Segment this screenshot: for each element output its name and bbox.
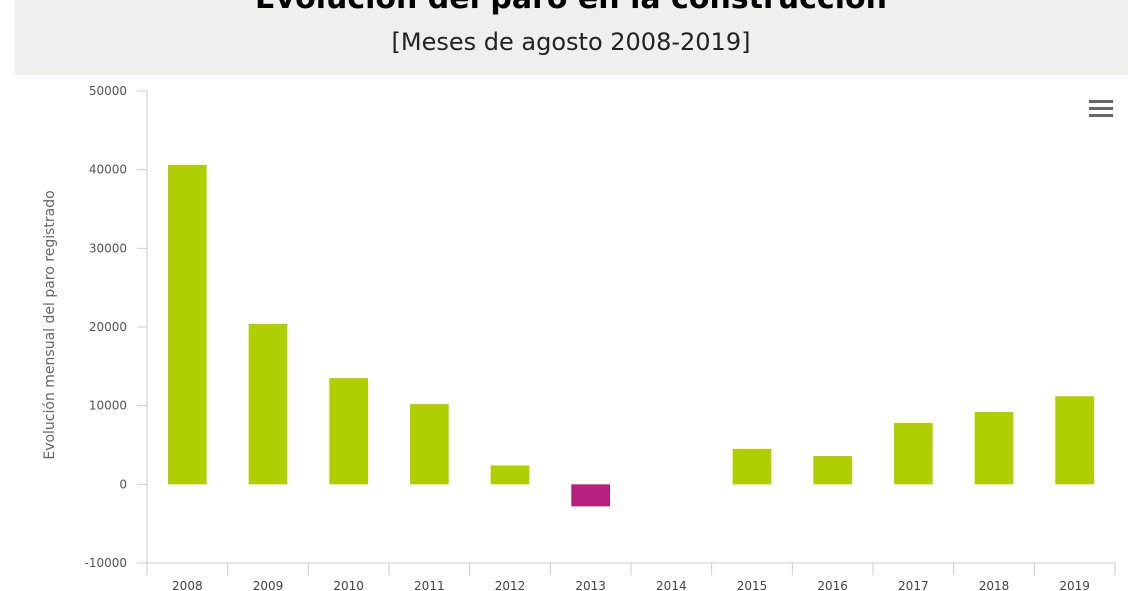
x-tick-label: 2009 <box>253 579 284 591</box>
bar <box>974 411 1014 485</box>
y-tick-label: 50000 <box>89 84 127 98</box>
x-tick-label: 2017 <box>898 579 929 591</box>
menu-bar <box>1089 114 1113 117</box>
bar <box>329 378 369 485</box>
y-tick-label: 0 <box>119 477 127 491</box>
chart-subtitle: [Meses de agosto 2008-2019] <box>392 28 751 56</box>
menu-bar <box>1089 107 1113 110</box>
bar <box>893 422 933 485</box>
x-tick-label: 2013 <box>575 579 606 591</box>
bar <box>409 404 449 485</box>
y-tick-label: 10000 <box>89 399 127 413</box>
menu-icon[interactable] <box>1089 100 1113 117</box>
x-tick-label: 2008 <box>172 579 203 591</box>
header-band <box>15 0 1128 75</box>
x-tick-label: 2019 <box>1059 579 1090 591</box>
chart-title: Evolución del paro en la construcción <box>255 0 887 16</box>
bar <box>732 448 772 485</box>
x-tick-label: 2011 <box>414 579 445 591</box>
y-tick-label: 30000 <box>89 241 127 255</box>
x-tick-label: 2018 <box>979 579 1010 591</box>
y-tick-label: 40000 <box>89 163 127 177</box>
menu-bar <box>1089 100 1113 103</box>
bar <box>1055 396 1095 485</box>
x-tick-label: 2016 <box>817 579 848 591</box>
bar <box>248 323 288 485</box>
x-tick-label: 2014 <box>656 579 687 591</box>
y-tick-label: 20000 <box>89 320 127 334</box>
bar <box>167 164 207 485</box>
y-tick-label: -10000 <box>84 556 127 570</box>
y-axis-label: Evolución mensual del paro registrado <box>42 190 58 459</box>
x-tick-label: 2015 <box>737 579 768 591</box>
bar <box>490 465 530 485</box>
bar <box>813 456 853 485</box>
x-tick-label: 2012 <box>495 579 526 591</box>
bar <box>571 484 611 507</box>
x-tick-label: 2010 <box>333 579 364 591</box>
